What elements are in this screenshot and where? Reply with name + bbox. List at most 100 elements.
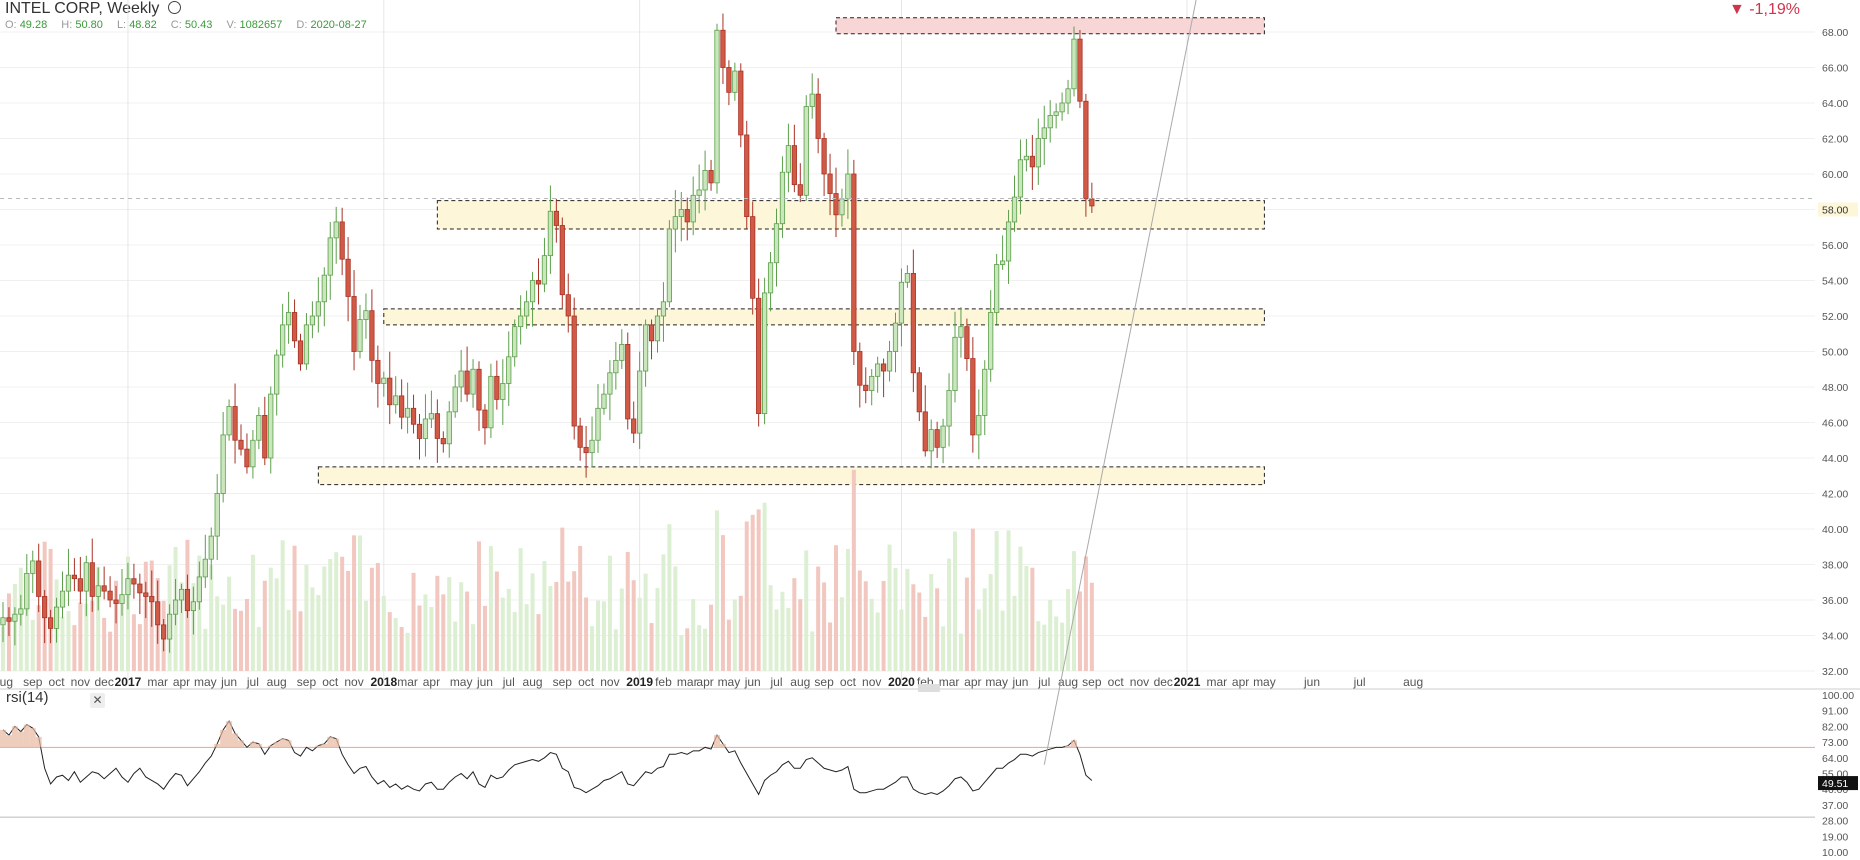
- volume-bar: [262, 580, 267, 671]
- candle-body: [964, 326, 970, 359]
- volume-bar: [804, 550, 809, 671]
- volume-bar: [500, 597, 505, 671]
- last-price-label: 58.00: [1822, 205, 1848, 217]
- volume-bar: [976, 609, 981, 671]
- volume-bar: [625, 552, 630, 671]
- candle-body: [726, 67, 732, 93]
- candle-body: [297, 340, 304, 365]
- candle-body: [137, 583, 143, 594]
- volume-bar: [792, 578, 797, 671]
- volume-bar: [494, 571, 499, 671]
- volume-bar: [1054, 616, 1059, 671]
- candle-body: [53, 606, 60, 629]
- candle-body: [280, 324, 286, 356]
- rsi-overbought-fill: [273, 742, 280, 748]
- candle-body: [446, 411, 452, 445]
- volume-bar: [256, 626, 261, 671]
- time-tick-label: may: [194, 675, 217, 689]
- time-tick-label: mar: [147, 675, 168, 689]
- last-price-badge: [1818, 202, 1858, 217]
- rsi-overbought-fill: [0, 729, 6, 748]
- price-tick-label: 44.00: [1822, 453, 1848, 465]
- volume-bar: [738, 595, 743, 671]
- price-tick-label: 34.00: [1822, 631, 1848, 643]
- volume-bar: [298, 611, 303, 671]
- candle-body: [48, 617, 54, 629]
- time-tick-label: jul: [502, 675, 515, 689]
- volume-bar: [179, 582, 184, 671]
- rsi-overbought-fill: [29, 728, 36, 748]
- candle-body: [274, 354, 280, 395]
- volume-bar: [423, 594, 428, 671]
- time-tick-label: nov: [600, 675, 619, 689]
- time-tick-label: jun: [1303, 675, 1320, 689]
- candle-body: [333, 221, 339, 239]
- volume-bar: [280, 540, 285, 671]
- candle-body: [119, 594, 125, 604]
- volume-bar: [488, 546, 493, 671]
- time-tick-label: sep: [23, 675, 43, 689]
- volume-bar: [30, 619, 35, 671]
- time-tick-label: jun: [744, 675, 761, 689]
- volume-bar: [726, 619, 731, 671]
- resistance-zone: [835, 17, 1265, 35]
- volume-bar: [381, 595, 386, 671]
- time-tick-label: aug: [1403, 675, 1423, 689]
- volume-bar: [239, 610, 243, 671]
- volume-bar: [917, 592, 922, 671]
- candle-body: [1023, 155, 1029, 161]
- volume-bar: [1006, 530, 1011, 671]
- volume-bar: [84, 603, 89, 671]
- rsi-overbought-fill: [238, 740, 244, 748]
- time-tick-label: oct: [840, 675, 857, 689]
- candle-body: [113, 599, 119, 604]
- price-change-badge: ▼ -1,19%: [1729, 1, 1800, 18]
- time-tick-label: 2020: [888, 675, 915, 689]
- candle-body: [381, 377, 387, 384]
- volume-bar: [1030, 567, 1035, 671]
- volume-bar: [578, 545, 583, 671]
- volume-bar: [108, 631, 113, 671]
- volume-bar: [465, 591, 470, 671]
- volume-bar: [786, 607, 791, 671]
- time-tick-label: oct: [322, 675, 339, 689]
- candle-body: [65, 574, 72, 592]
- time-tick-label: nov: [1130, 675, 1149, 689]
- volume-bar: [857, 570, 862, 671]
- volume-bar: [387, 612, 392, 671]
- support-zone: [383, 308, 1265, 326]
- time-tick-label: aug: [267, 675, 287, 689]
- volume-bar: [1077, 591, 1082, 671]
- volume-bar: [851, 469, 856, 671]
- candle-body: [345, 258, 351, 297]
- candle-body: [434, 413, 440, 439]
- rsi-value-badge: [1818, 776, 1858, 791]
- time-tick-label: may: [1253, 675, 1276, 689]
- price-tick-label: 60.00: [1822, 169, 1848, 181]
- rsi-overbought-fill: [267, 745, 274, 748]
- rsi-overbought-fill: [23, 724, 30, 748]
- volume-bar: [429, 607, 434, 671]
- candle-body: [559, 225, 565, 296]
- candle-body: [327, 237, 333, 276]
- volume-bar: [893, 567, 898, 671]
- clock-icon: [167, 1, 181, 14]
- candle-body: [422, 418, 429, 439]
- volume-bar: [233, 608, 238, 671]
- candle-body: [1011, 196, 1018, 223]
- candle-body: [1017, 159, 1024, 198]
- price-tick-label: 68.00: [1822, 27, 1848, 39]
- price-tick-label: 62.00: [1822, 134, 1848, 146]
- candle-body: [571, 315, 577, 427]
- close-icon[interactable]: ✕: [90, 693, 105, 708]
- rsi-overbought-fill: [232, 733, 239, 748]
- time-tick-label: oct: [578, 675, 595, 689]
- candle-body: [309, 315, 316, 326]
- candle-body: [131, 578, 137, 585]
- candle-body: [393, 395, 399, 406]
- time-tick-label: mar: [939, 675, 960, 689]
- volume-bar: [887, 544, 892, 671]
- ohlc-open-value: 49.28: [19, 19, 48, 31]
- candle-body: [339, 221, 345, 260]
